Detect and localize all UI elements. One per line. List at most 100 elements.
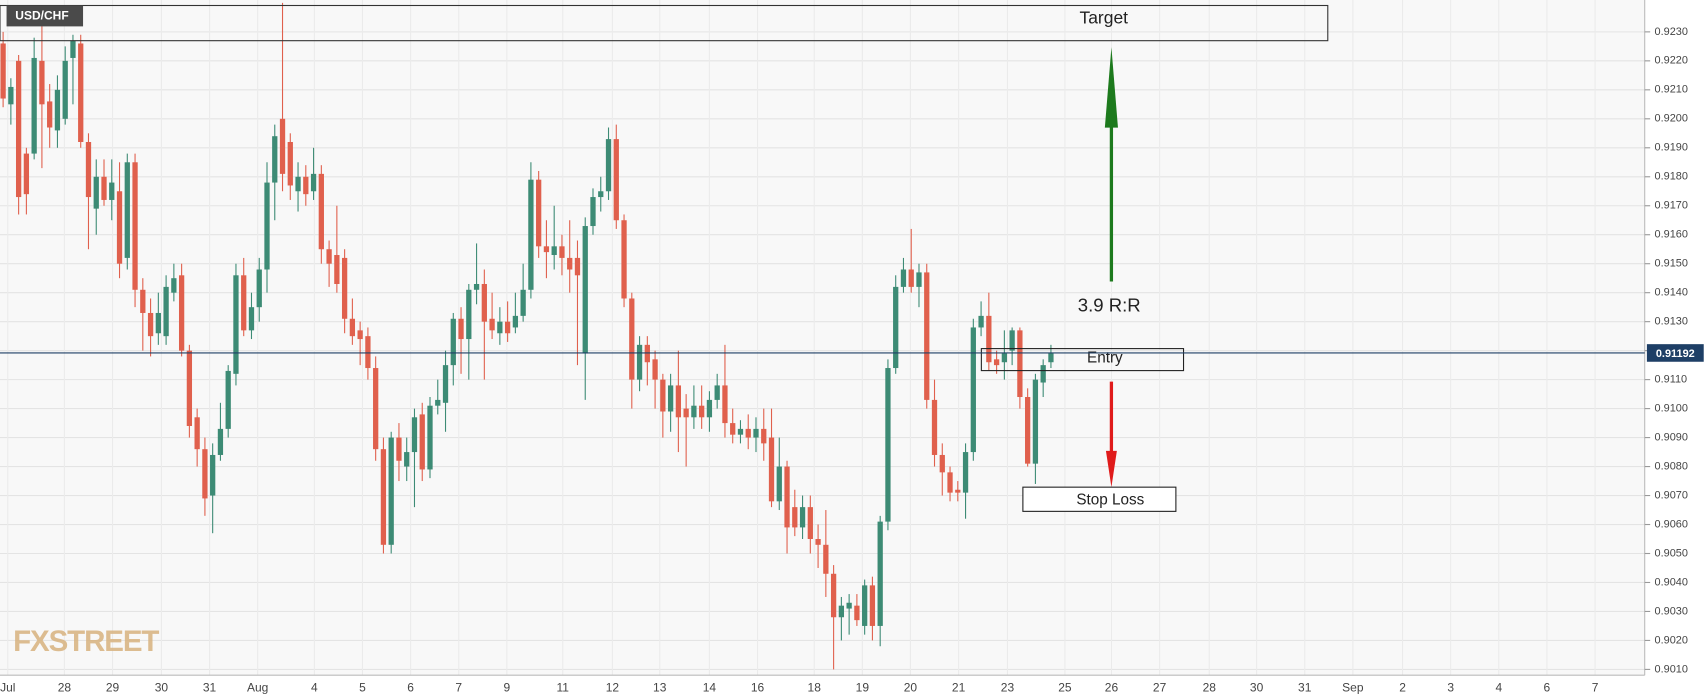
candle-body xyxy=(39,60,45,105)
candle-body xyxy=(217,428,224,455)
candle-body xyxy=(334,255,340,284)
risk-reward-label: 3.9 R:R xyxy=(1078,295,1141,316)
candle-body xyxy=(1032,379,1039,464)
candle-body xyxy=(978,315,984,328)
candle-body xyxy=(722,385,728,424)
candle-body xyxy=(605,139,612,192)
candle-body xyxy=(233,275,239,374)
x-tick-label: 16 xyxy=(751,681,765,695)
candle-body xyxy=(396,437,402,461)
candle-body xyxy=(489,318,495,331)
candle-body xyxy=(644,344,650,363)
candle-body xyxy=(194,417,200,450)
candle-body xyxy=(419,414,425,470)
y-tick-label: 0.9070 xyxy=(1655,489,1688,501)
candle-body xyxy=(846,602,852,609)
x-tick-label: 30 xyxy=(155,681,169,695)
candle-body xyxy=(675,385,682,418)
candle-body xyxy=(202,449,208,499)
x-tick-label: 4 xyxy=(1495,681,1502,695)
candle-body xyxy=(993,359,1000,366)
candle-body xyxy=(885,368,891,522)
y-tick-label: 0.9060 xyxy=(1655,518,1688,530)
candle-body xyxy=(210,454,216,496)
stop-loss-box xyxy=(1022,486,1177,512)
candle-body xyxy=(1017,330,1023,398)
candle-body xyxy=(838,605,845,618)
y-tick-label: 0.9090 xyxy=(1655,431,1688,443)
candle-body xyxy=(893,286,899,369)
candle-body xyxy=(241,275,247,331)
x-tick-label: Jul xyxy=(0,681,15,695)
x-tick-label: 6 xyxy=(407,681,414,695)
y-tick-label: 0.9040 xyxy=(1655,576,1688,588)
y-tick-label: 0.9010 xyxy=(1655,663,1688,675)
target-box xyxy=(0,4,1329,42)
y-tick-label: 0.9080 xyxy=(1655,460,1688,472)
candle-body xyxy=(93,176,99,209)
candle-body xyxy=(0,43,6,99)
candle-body xyxy=(357,330,363,340)
y-tick-label: 0.9230 xyxy=(1655,26,1688,38)
candle-body xyxy=(900,269,907,287)
candle-body xyxy=(908,269,914,287)
candles xyxy=(0,2,1054,670)
watermark: FXSTREET xyxy=(13,625,159,658)
candle-body xyxy=(504,321,511,334)
candle-body xyxy=(962,452,969,493)
candle-body xyxy=(47,101,53,128)
x-tick-label: 29 xyxy=(106,681,120,695)
y-tick-label: 0.9030 xyxy=(1655,605,1688,617)
candle-body xyxy=(784,466,790,528)
candle-body xyxy=(559,246,565,258)
candle-body xyxy=(264,182,270,270)
x-tick-label: 21 xyxy=(952,681,966,695)
candle-body xyxy=(85,141,92,198)
candle-body xyxy=(1048,353,1054,363)
target-label: Target xyxy=(1079,7,1128,27)
y-tick-label: 0.9110 xyxy=(1655,373,1688,385)
candle-body xyxy=(388,437,394,545)
stop-loss-label: Stop Loss xyxy=(1076,491,1144,508)
candle-body xyxy=(714,385,720,400)
x-tick-label: Aug xyxy=(247,681,268,695)
x-tick-label: 7 xyxy=(455,681,462,695)
x-tick-label: 19 xyxy=(856,681,870,695)
last-price-label: 0.91192 xyxy=(1656,348,1695,360)
candle-body xyxy=(660,379,666,412)
y-tick-label: 0.9020 xyxy=(1655,634,1688,646)
candle-body xyxy=(411,417,418,453)
x-tick-label: 27 xyxy=(1153,681,1167,695)
candle-body xyxy=(23,153,30,195)
candle-body xyxy=(318,173,324,250)
candle-body xyxy=(574,257,581,276)
y-tick-label: 0.9150 xyxy=(1655,258,1688,270)
candle-body xyxy=(792,507,798,528)
x-tick-label: 3 xyxy=(1447,681,1454,695)
candle-body xyxy=(466,289,472,340)
x-tick-label: 5 xyxy=(359,681,366,695)
x-tick-label: 23 xyxy=(1001,681,1015,695)
x-tick-label: 20 xyxy=(904,681,918,695)
candle-body xyxy=(567,257,573,270)
candle-body xyxy=(986,315,992,363)
candle-body xyxy=(854,605,860,621)
candle-body xyxy=(799,507,806,528)
symbol-box xyxy=(6,5,84,27)
y-tick-label: 0.9210 xyxy=(1655,84,1688,96)
candle-body xyxy=(629,298,635,380)
y-tick-label: 0.9100 xyxy=(1655,402,1688,414)
entry-box xyxy=(980,348,1185,372)
candle-body xyxy=(551,246,557,256)
x-tick-label: 28 xyxy=(1203,681,1217,695)
candle-body xyxy=(1001,353,1008,363)
candle-body xyxy=(458,318,464,340)
candle-body xyxy=(101,176,107,200)
candle-body xyxy=(520,289,526,316)
candle-body xyxy=(947,472,953,493)
candle-body xyxy=(761,428,767,444)
candle-body xyxy=(613,139,619,221)
candle-body xyxy=(256,269,262,308)
candle-body xyxy=(380,449,387,545)
